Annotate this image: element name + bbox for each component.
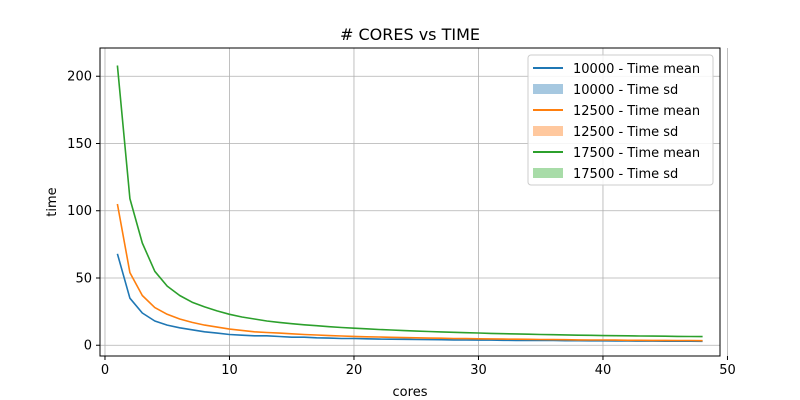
chart-title: # CORES vs TIME — [340, 25, 480, 44]
legend-patch-swatch — [533, 126, 563, 136]
legend-patch-swatch — [533, 168, 563, 178]
x-tick-label: 50 — [719, 363, 736, 378]
y-tick-label: 100 — [67, 204, 92, 219]
x-tick-label: 40 — [595, 363, 612, 378]
legend-label: 10000 - Time mean — [573, 62, 700, 77]
y-axis-label: time — [45, 187, 60, 216]
legend-label: 12500 - Time sd — [573, 125, 678, 140]
x-tick-label: 30 — [470, 363, 487, 378]
legend-label: 17500 - Time mean — [573, 146, 700, 161]
x-tick-label: 20 — [346, 363, 363, 378]
series-line-2 — [116, 65, 703, 338]
series-lines — [116, 65, 703, 343]
y-tick-label: 0 — [84, 339, 92, 354]
x-tick-label: 0 — [101, 363, 109, 378]
x-axis-label: cores — [393, 385, 428, 400]
plot-frame — [99, 47, 721, 357]
legend-label: 10000 - Time sd — [573, 83, 678, 98]
legend-box — [527, 54, 714, 186]
legend-patch-swatch — [533, 84, 563, 94]
x-axis-ticks: 0 10 20 30 40 50 — [101, 356, 736, 378]
legend: 10000 - Time mean 10000 - Time sd 12500 - … — [527, 54, 714, 186]
y-tick-label: 200 — [67, 70, 92, 85]
x-tick-label: 10 — [221, 363, 238, 378]
y-axis-ticks: 0 50 100 150 200 — [67, 70, 100, 354]
legend-label: 12500 - Time mean — [573, 104, 700, 119]
y-tick-label: 50 — [75, 271, 92, 286]
legend-label: 17500 - Time sd — [573, 167, 678, 182]
y-tick-label: 150 — [67, 137, 92, 152]
series-line-1 — [116, 203, 703, 342]
